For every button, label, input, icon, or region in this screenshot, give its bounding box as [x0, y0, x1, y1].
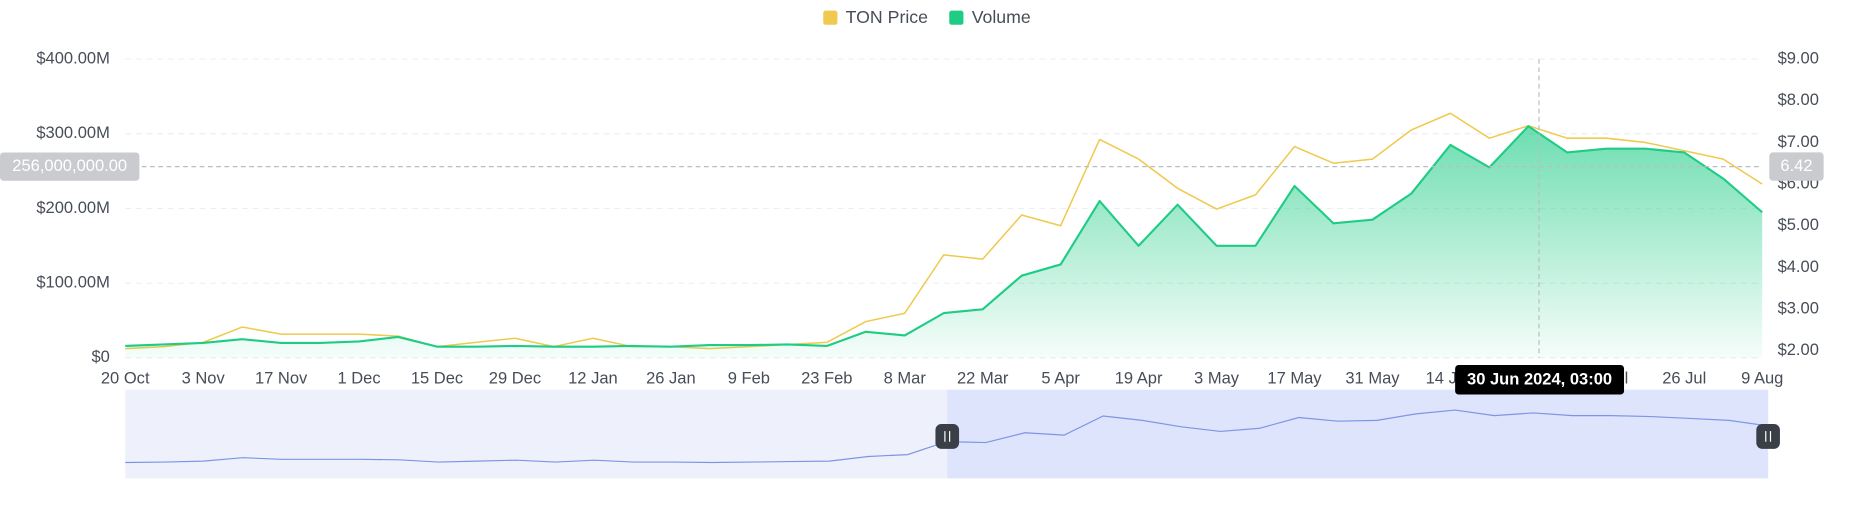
crosshair-y2-label: 6.42 [1780, 156, 1812, 175]
y2-tick-label: $4.00 [1778, 257, 1819, 276]
x-tick-label: 1 Dec [337, 368, 380, 387]
x-tick-label: 9 Feb [728, 368, 770, 387]
navigator-handle[interactable] [935, 424, 960, 449]
crosshair-x-label: 30 Jun 2024, 03:00 [1467, 370, 1612, 389]
x-tick-label: 9 Aug [1741, 368, 1783, 387]
y-tick-label: $100.00M [36, 273, 109, 292]
series-line [125, 125, 1763, 348]
y2-tick-label: $2.00 [1778, 340, 1819, 359]
y2-tick-label: $9.00 [1778, 48, 1819, 67]
crosshair-y-label: 256,000,000.00 [12, 156, 127, 175]
y2-tick-label: $3.00 [1778, 298, 1819, 317]
x-tick-label: 20 Oct [101, 368, 150, 387]
x-tick-label: 15 Dec [411, 368, 463, 387]
legend-swatch [949, 10, 964, 25]
x-tick-label: 19 Apr [1115, 368, 1163, 387]
x-tick-label: 3 Nov [182, 368, 226, 387]
navigator-window[interactable] [947, 389, 1769, 479]
x-tick-label: 17 May [1267, 368, 1322, 387]
x-tick-label: 31 May [1345, 368, 1400, 387]
x-tick-label: 8 Mar [884, 368, 927, 387]
y-tick-label: $200.00M [36, 198, 109, 217]
y-tick-label: $300.00M [36, 123, 109, 142]
x-tick-label: 17 Nov [255, 368, 308, 387]
crosshair-x-box [1455, 364, 1625, 395]
x-tick-label: 26 Jul [1662, 368, 1706, 387]
navigator-handle[interactable] [1756, 424, 1780, 449]
crosshair-y-box [0, 152, 140, 181]
x-tick-label: 26 Jan [646, 368, 696, 387]
volume-area [125, 126, 1763, 358]
x-tick-label: 5 Apr [1041, 368, 1080, 387]
y2-tick-label: $5.00 [1778, 215, 1819, 234]
x-tick-label: 3 May [1194, 368, 1240, 387]
legend-label[interactable]: Volume [972, 7, 1031, 27]
legend-swatch [823, 10, 838, 25]
x-tick-label: 23 Feb [801, 368, 852, 387]
y-tick-label: $400.00M [36, 48, 109, 67]
y-tick-label: $0 [91, 347, 109, 366]
y2-tick-label: $8.00 [1778, 90, 1819, 109]
legend-label[interactable]: TON Price [846, 7, 928, 27]
y2-tick-label: $7.00 [1778, 132, 1819, 151]
x-tick-label: 22 Mar [957, 368, 1009, 387]
x-tick-label: 12 Jan [568, 368, 618, 387]
x-tick-label: 29 Dec [489, 368, 541, 387]
crosshair-y2-box [1769, 152, 1824, 181]
